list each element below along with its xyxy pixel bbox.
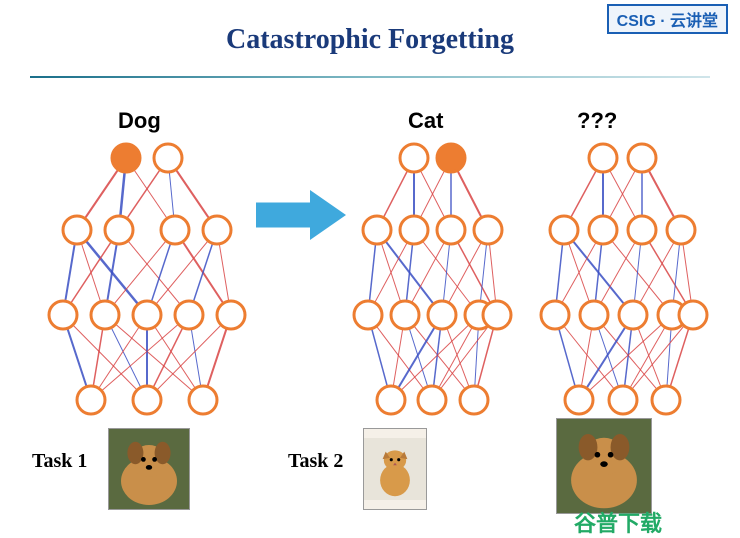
placeholder-img2 <box>363 428 427 510</box>
label-cat: Cat <box>408 108 443 134</box>
task1-label: Task 1 <box>32 450 87 473</box>
placeholder-img1 <box>108 428 190 510</box>
network-net1 <box>42 140 252 430</box>
title-divider <box>30 76 710 78</box>
task2-label: Task 2 <box>288 450 343 473</box>
label-dog: Dog <box>118 108 161 134</box>
arrow-icon <box>256 190 346 240</box>
label-unknown: ??? <box>577 108 617 134</box>
page-title: Catastrophic Forgetting <box>0 24 740 56</box>
watermark: 谷普下载 <box>574 506 662 538</box>
network-net2 <box>350 140 515 430</box>
placeholder-img3 <box>556 418 652 514</box>
network-net3 <box>535 140 710 430</box>
